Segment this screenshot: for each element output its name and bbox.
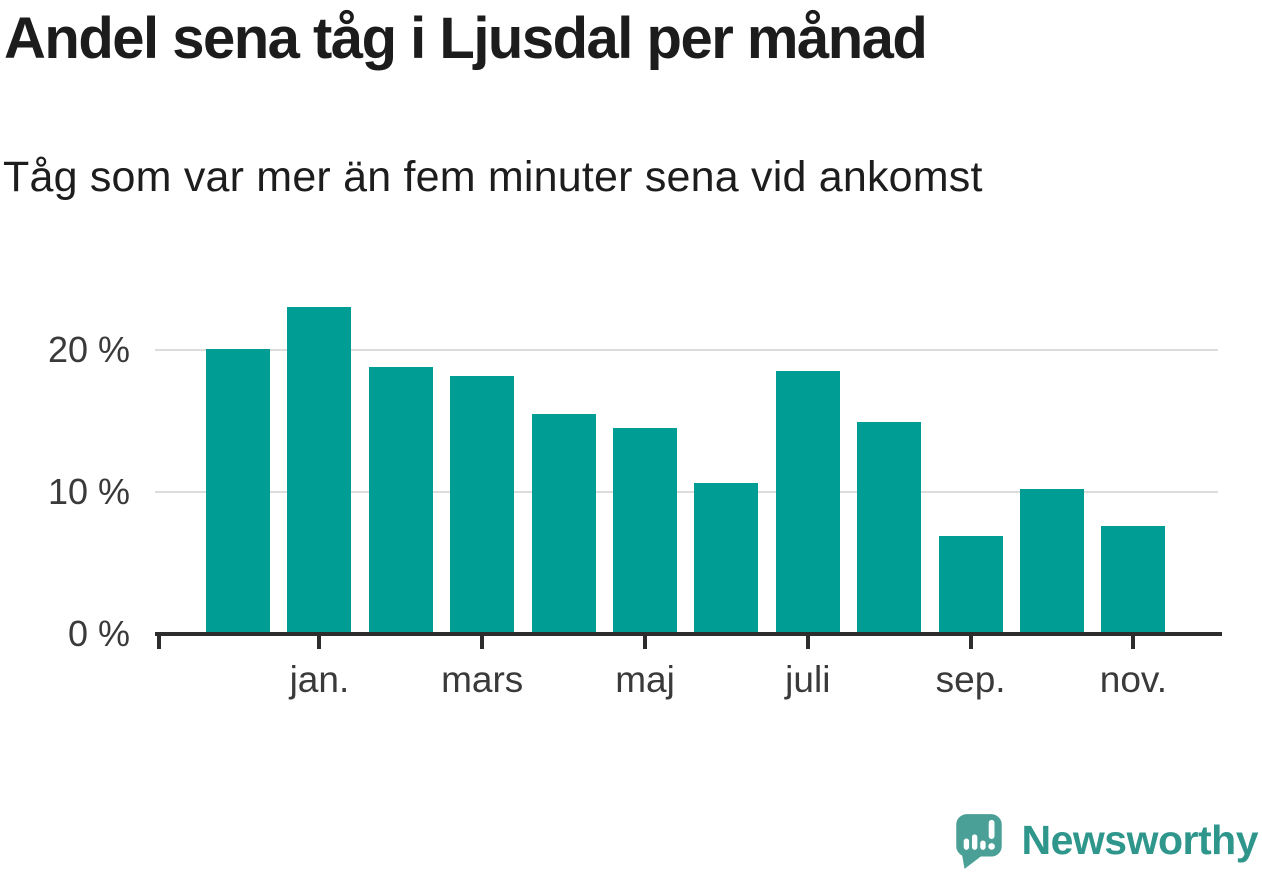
bar-juni: [694, 483, 759, 634]
x-axis-origin-tick: [157, 636, 161, 649]
x-axis-line: [155, 632, 1222, 636]
speech-bubble-shape: [955, 814, 1002, 869]
x-axis-label-nov: nov.: [1099, 659, 1167, 700]
brand-name: Newsworthy: [1021, 816, 1259, 863]
bar-apr.: [531, 413, 596, 634]
x-axis-label-sep: sep.: [935, 659, 1006, 700]
y-axis-label-10: 10 %: [47, 471, 130, 512]
bar-sep.: [938, 536, 1003, 634]
x-tick-juli: [805, 636, 810, 649]
chart-subtitle: Tåg som var mer än fem minuter sena vid …: [3, 153, 983, 201]
x-tick-maj: [643, 636, 647, 649]
exclamation-glyph: [987, 819, 995, 850]
x-tick-jan: [317, 636, 322, 649]
mini-bar-chart-glyph: [963, 834, 986, 850]
bar-mars: [450, 375, 515, 634]
x-axis-label-jan: jan.: [289, 659, 350, 700]
bar-maj: [613, 428, 677, 634]
x-axis-label-maj: maj: [615, 659, 675, 700]
gridline-20: [155, 349, 1218, 351]
y-axis-label-0: 0 %: [67, 613, 130, 654]
x-axis-label-mars: mars: [441, 659, 524, 700]
y-axis-label-20: 20 %: [47, 329, 130, 370]
x-tick-nov: [1131, 636, 1136, 649]
plot-area: 0 % 10 % 20 % jan. mars maj juli sep. nov.: [47, 307, 1222, 700]
bar-dec.: [206, 348, 270, 634]
bar-juli: [775, 371, 840, 634]
brand-footer: Newsworthy: [950, 808, 1259, 872]
bar-okt.: [1020, 489, 1084, 634]
chart-title: Andel sena tåg i Ljusdal per månad: [4, 6, 928, 71]
gridline-10: [155, 491, 1218, 493]
newsworthy-logo-icon: [955, 814, 1002, 869]
bar-jan.: [287, 307, 352, 634]
x-tick-mars: [480, 636, 485, 649]
x-axis-label-juli: juli: [785, 659, 831, 700]
bar-feb.: [368, 367, 433, 634]
bar-nov.: [1101, 526, 1166, 634]
bar-aug.: [857, 422, 922, 634]
x-tick-sep: [968, 636, 973, 649]
